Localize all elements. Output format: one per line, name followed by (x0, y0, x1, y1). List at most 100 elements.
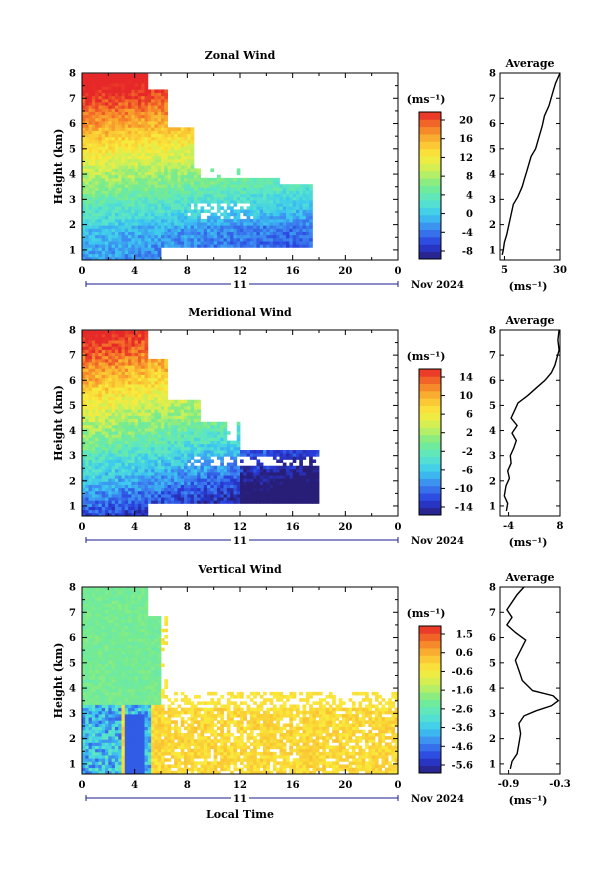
profile-x-tick-label: 5 (501, 265, 508, 276)
heatmap-cell (220, 212, 224, 217)
heatmap-cell (98, 406, 103, 410)
heatmap-cell (167, 187, 172, 191)
heatmap-cell (193, 402, 198, 407)
heatmap-cell (114, 346, 119, 350)
heatmap-cell (292, 203, 297, 207)
heatmap-cell (177, 177, 182, 182)
heatmap-cell (141, 500, 145, 504)
heatmap-cell (91, 384, 96, 388)
heatmap-cell (190, 190, 195, 195)
heatmap-cell (118, 228, 122, 232)
heatmap-cell (101, 73, 106, 78)
heatmap-cell (305, 231, 310, 236)
heatmap-cell (216, 421, 221, 426)
heatmap-cell (157, 184, 162, 188)
heatmap-cell (151, 162, 155, 166)
heatmap-cell (193, 168, 198, 172)
colorbar-tick-label: 8 (466, 172, 473, 183)
heatmap-cell (124, 76, 129, 81)
heatmap-cell (134, 146, 139, 150)
heatmap-cell (114, 503, 119, 507)
heatmap-cell (302, 206, 307, 210)
heatmap-cell (111, 83, 116, 87)
heatmap-cell (95, 244, 99, 248)
heatmap-cell (131, 250, 136, 255)
heatmap-cell (105, 494, 109, 498)
colorbar-swatch (419, 229, 441, 238)
heatmap-cell (167, 190, 172, 195)
heatmap-cell (259, 228, 264, 232)
heatmap-cell (230, 443, 234, 448)
heatmap-cell (144, 503, 149, 507)
heatmap-cell (253, 187, 257, 191)
heatmap-cell (187, 149, 192, 153)
heatmap-cell (137, 393, 142, 398)
heatmap-cell (223, 234, 228, 239)
heatmap-cell (131, 177, 136, 182)
heatmap-cell (118, 503, 122, 507)
heatmap-cell (174, 237, 178, 242)
heatmap-cell (164, 196, 168, 201)
heatmap-cell (114, 490, 119, 495)
heatmap-cell (177, 424, 182, 429)
heatmap-cell (124, 114, 129, 119)
heatmap-cell (124, 193, 129, 198)
heatmap-cell (226, 203, 231, 207)
y-tick-label: 2 (69, 220, 76, 231)
colorbar-swatch (419, 200, 441, 208)
heatmap-cell (286, 456, 290, 460)
heatmap-cell (98, 158, 103, 163)
heatmap-cell (161, 371, 165, 376)
heatmap-cell (249, 181, 254, 185)
heatmap-cell (246, 187, 251, 191)
heatmap-cell (216, 184, 221, 188)
heatmap-cell (286, 206, 290, 210)
heatmap-cell (263, 218, 267, 223)
heatmap-cell (177, 146, 182, 150)
heatmap-cell (91, 114, 96, 119)
heatmap-cell (121, 76, 126, 81)
heatmap-cell (105, 92, 109, 97)
heatmap-cell (180, 190, 185, 195)
heatmap-cell (256, 487, 261, 492)
heatmap-cell (193, 424, 198, 429)
heatmap-cell (85, 117, 89, 122)
heatmap-cell (170, 487, 175, 492)
heatmap-cell (85, 465, 89, 470)
heatmap-cell (154, 102, 159, 106)
heatmap-cell (266, 484, 271, 489)
heatmap-cell (164, 415, 168, 419)
heatmap-cell (233, 190, 238, 195)
heatmap-cell (144, 253, 149, 258)
heatmap-cell (147, 117, 152, 122)
heatmap-cell (85, 475, 89, 479)
heatmap-cell (164, 362, 168, 366)
heatmap-cell (114, 121, 119, 125)
heatmap-cell (184, 456, 188, 460)
heatmap-cell (279, 481, 284, 485)
heatmap-cell (197, 406, 201, 410)
heatmap-cell (98, 92, 103, 97)
heatmap-cell (161, 443, 165, 448)
heatmap-cell (184, 487, 188, 492)
heatmap-cell (164, 374, 168, 379)
heatmap-cell (105, 481, 109, 485)
heatmap-cell (131, 165, 136, 169)
heatmap-cell (157, 437, 162, 441)
heatmap-cell (144, 143, 149, 147)
heatmap-cell (128, 165, 132, 169)
heatmap-cell (279, 494, 284, 498)
heatmap-cell (111, 424, 116, 429)
heatmap-cell (85, 456, 89, 460)
heatmap-cell (101, 241, 106, 245)
heatmap-cell (82, 437, 86, 441)
heatmap-cell (91, 415, 96, 419)
heatmap-cell (147, 396, 152, 401)
heatmap-cell (114, 114, 119, 119)
heatmap-cell (161, 475, 165, 479)
heatmap-cell (272, 177, 277, 182)
heatmap-cell (197, 421, 201, 426)
heatmap-cell (147, 225, 152, 229)
heatmap-cell (151, 146, 155, 150)
heatmap-cell (144, 365, 149, 369)
